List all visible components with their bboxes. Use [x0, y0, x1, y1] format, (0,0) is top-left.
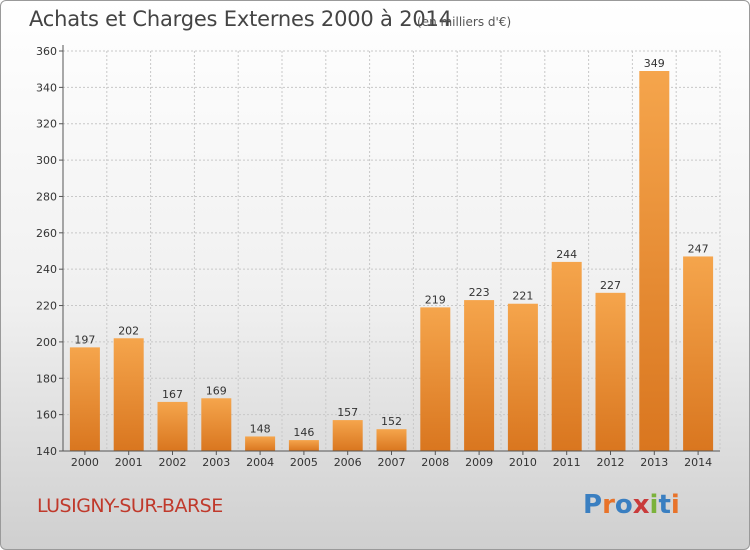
x-tick-label: 2003 [202, 456, 230, 469]
bar-2001 [113, 338, 144, 451]
data-label: 221 [512, 290, 533, 303]
y-tick-label: 160 [36, 409, 57, 422]
data-label: 146 [293, 426, 314, 439]
axes: 140 160 180 200 220 240 260 280 300 320 340 360 2000… [36, 45, 720, 469]
bar-2014 [683, 256, 714, 451]
bar-2009 [464, 300, 495, 451]
x-tick-label: 2005 [290, 456, 318, 469]
y-tick-label: 220 [36, 300, 57, 313]
data-label: 152 [381, 415, 402, 428]
x-tick-label: 2006 [334, 456, 362, 469]
data-label: 148 [250, 422, 271, 435]
x-tick-label: 2008 [421, 456, 449, 469]
x-tick-label: 2000 [71, 456, 99, 469]
data-label: 167 [162, 388, 183, 401]
x-tick-label: 2001 [115, 456, 143, 469]
x-tick-label: 2007 [378, 456, 406, 469]
data-label: 349 [644, 57, 665, 70]
data-label: 202 [118, 324, 139, 337]
bar-2008 [420, 307, 451, 451]
logo-letter: t [658, 490, 671, 520]
y-tick-label: 280 [36, 190, 57, 203]
logo-letter: i [670, 490, 680, 520]
y-tick-label: 320 [36, 118, 57, 131]
logo-letter: r [602, 490, 615, 520]
x-tick-label: 2009 [465, 456, 493, 469]
commune-name: LUSIGNY-SUR-BARSE [37, 495, 223, 517]
bar-2006 [332, 420, 363, 451]
y-tick-label: 140 [36, 445, 57, 458]
chart-title: Achats et Charges Externes 2000 à 2014 [29, 7, 452, 31]
bar-2004 [245, 436, 276, 451]
bar-2011 [551, 261, 582, 451]
x-tick-label: 2004 [246, 456, 274, 469]
x-tick-label: 2012 [597, 456, 625, 469]
data-label: 219 [425, 293, 446, 306]
y-tick-label: 200 [36, 336, 57, 349]
logo-letter: x [632, 490, 650, 520]
data-label: 157 [337, 406, 358, 419]
y-tick-label: 180 [36, 372, 57, 385]
y-tick-label: 360 [36, 45, 57, 58]
data-label: 169 [206, 384, 227, 397]
proxiti-logo: Proxiti [583, 490, 680, 520]
y-tick-label: 340 [36, 81, 57, 94]
data-label: 244 [556, 248, 577, 261]
bar-2002 [157, 401, 188, 451]
bar-2005 [288, 440, 319, 451]
data-label: 197 [74, 333, 95, 346]
bars: 197 202 167 169 148 146 157 152 219 223 221 244 227 3… [69, 57, 714, 451]
x-tick-label: 2010 [509, 456, 537, 469]
bar-2012 [595, 292, 626, 451]
bar-2013 [639, 71, 670, 451]
bar-2000 [69, 347, 100, 451]
bar-2007 [376, 429, 407, 451]
logo-letter: i [649, 490, 659, 520]
x-tick-label: 2002 [159, 456, 187, 469]
data-label: 247 [688, 242, 709, 255]
y-tick-label: 300 [36, 154, 57, 167]
x-tick-label: 2011 [553, 456, 581, 469]
x-tick-label: 2014 [684, 456, 712, 469]
y-tick-label: 240 [36, 263, 57, 276]
logo-letter: o [614, 490, 633, 520]
bar-2003 [201, 398, 232, 451]
logo-letter: P [583, 490, 603, 520]
bar-2010 [507, 303, 538, 451]
data-label: 227 [600, 279, 621, 292]
chart-subtitle: (en milliers d'€) [417, 15, 512, 29]
data-label: 223 [469, 286, 490, 299]
y-tick-label: 260 [36, 227, 57, 240]
x-tick-label: 2013 [640, 456, 668, 469]
